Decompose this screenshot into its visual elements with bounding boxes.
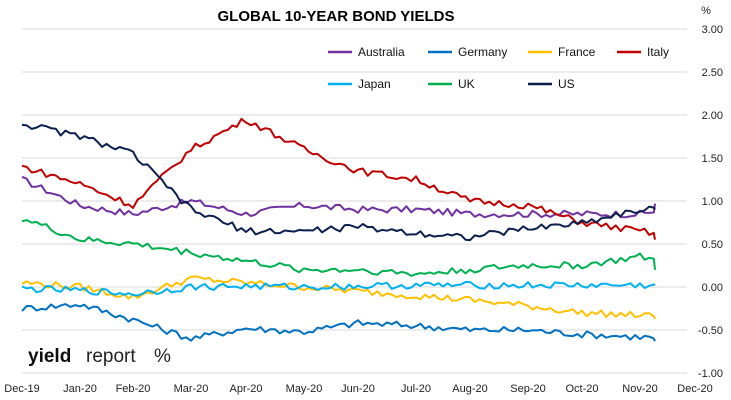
legend-label-uk: UK [458,77,475,91]
y-tick-label: 3.00 [702,24,723,36]
series-line-australia [21,175,656,219]
y-tick-label: 0.00 [702,282,723,294]
y-tick-label: 0.50 [702,239,723,251]
legend-label-japan: Japan [358,77,391,91]
legend-label-france: France [558,45,596,59]
x-tick-label: Sep-20 [510,383,545,395]
series-line-us [21,123,656,242]
x-tick-label: Dec-20 [677,383,712,395]
x-tick-label: Apr-20 [229,383,262,395]
y-axis-unit: % [701,5,711,17]
x-tick-label: May-20 [286,383,323,395]
logo-yield: yield [28,346,71,367]
legend-label-australia: Australia [358,45,405,59]
y-tick-label: -1.00 [698,368,723,380]
chart-title: GLOBAL 10-YEAR BOND YIELDS [218,8,455,25]
logo-report: report [86,346,136,367]
series-line-italy [21,117,656,240]
y-tick-label: 2.50 [702,67,723,79]
y-tick-label: 1.00 [702,196,723,208]
logo-percent: % [154,346,171,367]
x-tick-label: Jul-20 [401,383,431,395]
x-tick-label: Feb-20 [116,383,151,395]
x-tick-label: Dec-19 [4,383,39,395]
y-tick-label: -0.50 [698,325,723,337]
legend-label-italy: Italy [647,45,669,59]
series-line-japan [21,281,656,297]
series-line-germany [21,303,656,342]
x-tick-label: Oct-20 [565,383,598,395]
y-tick-label: 2.00 [702,110,723,122]
series-line-uk [21,219,656,277]
y-tick-label: 1.50 [702,153,723,165]
x-tick-label: Jan-20 [63,383,97,395]
series-line-france [21,275,656,320]
legend-label-us: US [558,77,575,91]
x-tick-label: Aug-20 [452,383,487,395]
x-tick-label: Nov-20 [622,383,657,395]
x-tick-label: Mar-20 [174,383,209,395]
legend-label-germany: Germany [458,45,507,59]
x-tick-label: Jun-20 [341,383,375,395]
